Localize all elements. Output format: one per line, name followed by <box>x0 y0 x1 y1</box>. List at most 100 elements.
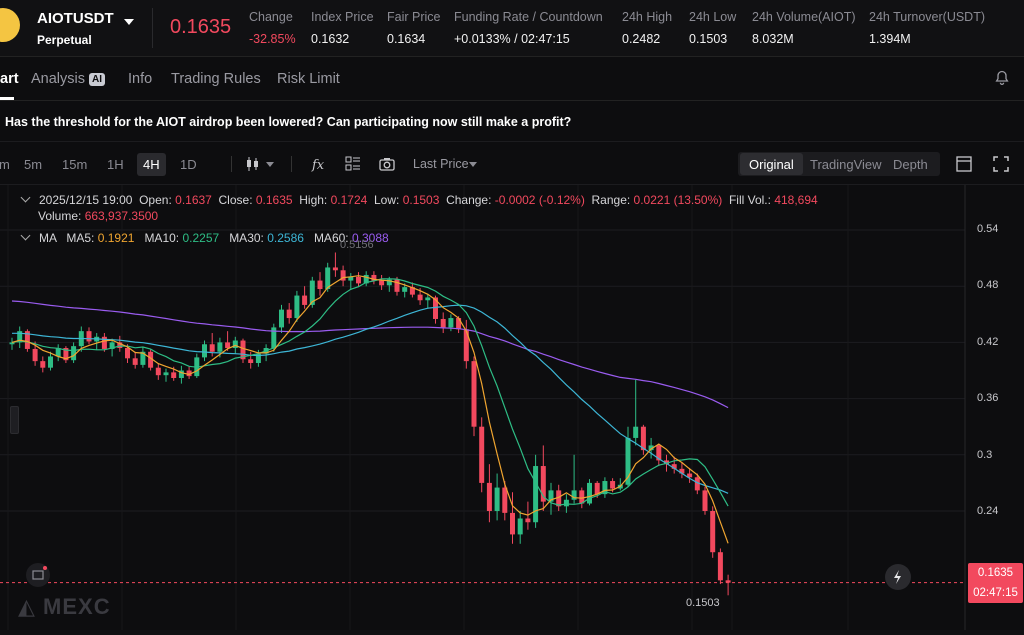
legend-close-label: Close: <box>218 193 253 207</box>
candle-body <box>548 490 554 502</box>
candle-body <box>456 318 462 330</box>
fullscreen-icon[interactable] <box>992 155 1010 173</box>
view-original[interactable]: Original <box>740 153 803 175</box>
candle-body <box>640 426 646 451</box>
chart-area[interactable] <box>0 185 1024 635</box>
ma10-value: 0.2257 <box>182 231 220 245</box>
left-panel-handle[interactable] <box>10 406 19 434</box>
interval-1h[interactable]: 1H <box>107 157 124 172</box>
candle-body <box>648 445 654 451</box>
candle-body <box>494 487 500 511</box>
bell-icon[interactable] <box>994 70 1010 86</box>
candlestick-chart[interactable] <box>0 185 1024 635</box>
candle-body <box>610 481 616 489</box>
stat-label: Funding Rate / Countdown <box>454 10 603 24</box>
candle-body <box>148 351 154 368</box>
tab-info[interactable]: Info <box>128 71 153 87</box>
candle-body <box>117 342 123 349</box>
interval-5m[interactable]: 5m <box>24 157 43 172</box>
ma5-label: MA5: <box>66 231 95 245</box>
layout-icon[interactable] <box>344 155 362 173</box>
window-icon[interactable] <box>955 155 973 173</box>
chart-toolbar: m 5m 15m 1H 4H 1D fx Last Price Original… <box>0 143 1024 310</box>
view-depth[interactable]: Depth <box>893 157 928 172</box>
candle-body <box>71 346 77 361</box>
candle-body <box>417 294 423 301</box>
candle-body <box>240 340 246 360</box>
price-type-select[interactable]: Last Price <box>413 157 469 171</box>
market-header: AIOTUSDT Perpetual 0.1635 Change -32.85%… <box>0 0 1024 57</box>
candle-body <box>155 367 161 376</box>
candle-body <box>248 359 254 364</box>
candle-body <box>202 344 207 358</box>
tab-risk-limit[interactable]: Risk Limit <box>277 71 340 87</box>
high-marker-label: 0.5156 <box>340 239 374 251</box>
candle-body <box>271 327 277 349</box>
candle-body <box>32 348 38 362</box>
stat-24h-low: 24h Low 0.1503 <box>689 10 736 46</box>
stat-24h-high: 24h High 0.2482 <box>622 10 672 46</box>
candle-body <box>225 342 231 349</box>
ohlc-legend: 2025/12/15 19:00 Open: 0.1637 Close: 0.1… <box>20 192 818 207</box>
collapse-chevron-icon[interactable] <box>20 230 31 241</box>
y-tick: 0.24 <box>977 505 999 517</box>
view-tradingview[interactable]: TradingView <box>810 157 882 172</box>
y-tick: 0.48 <box>977 279 999 291</box>
candle-body <box>63 348 69 361</box>
stat-label: Fair Price <box>387 10 441 24</box>
ma30-label: MA30: <box>229 231 264 245</box>
candle-body <box>286 309 292 319</box>
candlestick-type-icon[interactable] <box>244 155 262 173</box>
tab-analysis[interactable]: Analysis AI <box>31 71 105 87</box>
tab-chart[interactable]: art <box>0 71 19 87</box>
news-banner[interactable]: Has the threshold for the AIOT airdrop b… <box>0 102 1024 142</box>
quick-trade-button[interactable] <box>885 564 911 590</box>
news-headline[interactable]: Has the threshold for the AIOT airdrop b… <box>5 115 572 129</box>
collapse-chevron-icon[interactable] <box>20 192 31 203</box>
ma5-value: 0.1921 <box>97 231 135 245</box>
candle-body <box>386 279 392 286</box>
candle-body <box>140 351 146 365</box>
view-switcher: Original TradingView Depth <box>738 152 940 176</box>
candle-body <box>217 342 223 352</box>
candle-body <box>371 274 377 281</box>
candle-body <box>563 499 569 507</box>
candle-body <box>556 490 562 507</box>
mexc-watermark: ◭ MEXC <box>18 594 111 619</box>
chart-settings-button[interactable] <box>26 563 50 587</box>
stat-value: 0.1634 <box>387 32 426 46</box>
interval-m[interactable]: m <box>0 157 10 172</box>
interval-4h[interactable]: 4H <box>137 153 166 176</box>
candle-body <box>9 342 15 345</box>
tab-trading-rules[interactable]: Trading Rules <box>171 71 261 87</box>
camera-icon[interactable] <box>378 155 396 173</box>
stat-label: Change <box>249 10 293 24</box>
chart-type-dropdown-icon[interactable] <box>266 162 274 167</box>
legend-low: 0.1503 <box>402 193 440 207</box>
symbol-dropdown-icon[interactable] <box>124 19 134 25</box>
candle-body <box>602 481 608 495</box>
ma30-line <box>12 304 729 494</box>
candle-body <box>332 267 338 271</box>
candle-body <box>255 353 261 364</box>
ai-badge: AI <box>89 73 105 86</box>
legend-change-label: Change: <box>446 193 492 207</box>
candle-body <box>394 279 400 292</box>
ma10-line <box>11 278 729 507</box>
symbol-name[interactable]: AIOTUSDT <box>37 10 114 27</box>
price-type-dropdown-icon[interactable] <box>469 162 477 167</box>
divider <box>231 156 232 172</box>
active-tab-indicator <box>0 97 14 100</box>
stat-value: -32.85% <box>249 32 296 46</box>
candle-body <box>209 344 215 352</box>
contract-type: Perpetual <box>37 33 92 47</box>
legend-high: 0.1724 <box>330 193 368 207</box>
interval-1d[interactable]: 1D <box>180 157 197 172</box>
stat-funding-rate[interactable]: Funding Rate / Countdown +0.0133% / 02:4… <box>454 10 603 46</box>
stat-index-price: Index Price 0.1632 <box>311 10 374 46</box>
legend-change: -0.0002 (-0.12%) <box>494 193 585 207</box>
candle-body <box>302 295 308 305</box>
stat-label: 24h High <box>622 10 673 24</box>
interval-15m[interactable]: 15m <box>62 157 88 172</box>
indicator-fx-icon[interactable]: fx <box>311 155 329 173</box>
